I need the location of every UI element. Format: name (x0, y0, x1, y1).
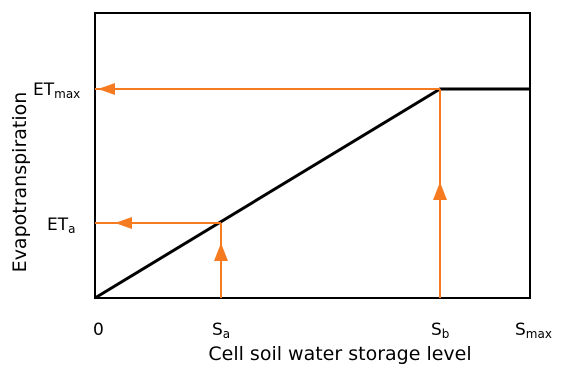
et-curve (94, 87, 530, 300)
y-tick-etmax: ETmax (33, 80, 80, 101)
plot-frame (94, 12, 531, 299)
x-axis-title: Cell soil water storage level (208, 343, 471, 365)
y-axis-title: Evapotranspiration (9, 92, 31, 273)
x-tick-sa: Sa (212, 320, 230, 341)
eta-left-arrowhead (115, 217, 132, 229)
y-tick-eta: ETa (47, 215, 76, 236)
sb-up-arrowhead (433, 182, 447, 200)
x-tick-0: 0 (93, 320, 104, 340)
etmax-left-arrowhead (98, 83, 115, 95)
x-tick-sb: Sb (431, 320, 449, 341)
sa-up-arrowhead (214, 243, 228, 261)
x-tick-smax: Smax (515, 320, 552, 341)
